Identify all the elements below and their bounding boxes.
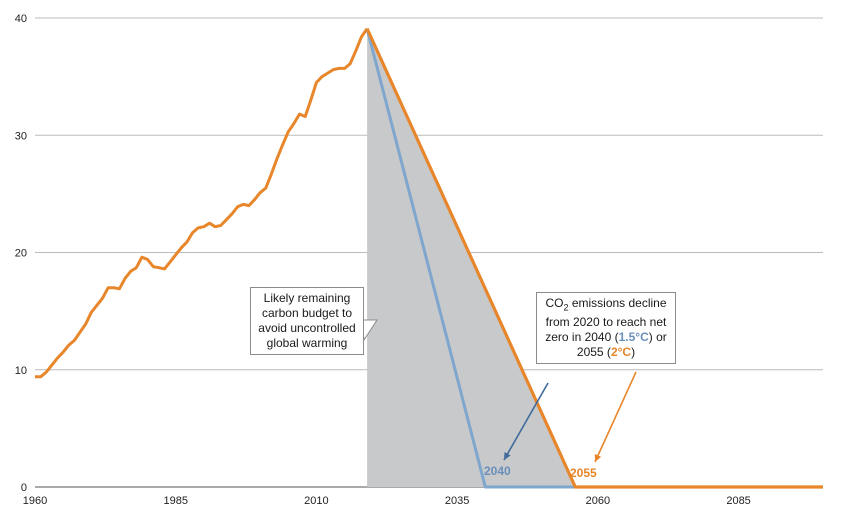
series-historical-line [35,27,369,379]
label-2055: 2055 [570,466,597,480]
x-tick-label-2060: 2060 [586,495,610,507]
axis-ticks: 0 10 20 30 40 1960 1985 2010 2035 2060 2085 [15,13,751,507]
x-tick-label-2085: 2085 [726,495,750,507]
arrow-2055-shaft [594,371,637,463]
decline-text-sub: 2 [563,302,569,313]
y-tick-label-0: 0 [21,482,27,494]
arrow-2040-shaft [503,382,549,461]
emissions-decline-note: CO2 emissions decline from 2020 to reach… [536,292,676,365]
x-tick-label-1985: 1985 [163,495,187,507]
carbon-budget-note: Likely remaining carbon budget to avoid … [250,287,364,355]
decline-text-15c: 1.5°C [618,330,649,345]
x-tick-label-1960: 1960 [23,495,47,507]
y-tick-label-40: 40 [15,13,27,25]
series-lines [35,27,823,489]
decline-text-2c: 2°C [610,345,632,360]
label-2040: 2040 [484,464,511,478]
decline-text-co: CO [545,296,564,310]
carbon-budget-note-text: Likely remaining carbon budget to avoid … [258,291,356,350]
y-tick-label-10: 10 [15,365,27,377]
series-2c-line [365,27,823,489]
arrow-2055-head [594,454,602,462]
annotation-arrows [361,319,637,463]
decline-text-or: ) or 2055 ( [576,330,667,360]
decline-text-end: ) [631,345,636,360]
y-tick-label-30: 30 [15,130,27,142]
decline-text-main: emissions decline from 2020 to reach net… [545,296,667,345]
x-tick-label-2010: 2010 [304,495,328,507]
x-tick-label-2035: 2035 [445,495,469,507]
series-1-5c-line [365,28,576,489]
y-tick-label-20: 20 [15,248,27,260]
arrow-2040-head [504,452,511,460]
